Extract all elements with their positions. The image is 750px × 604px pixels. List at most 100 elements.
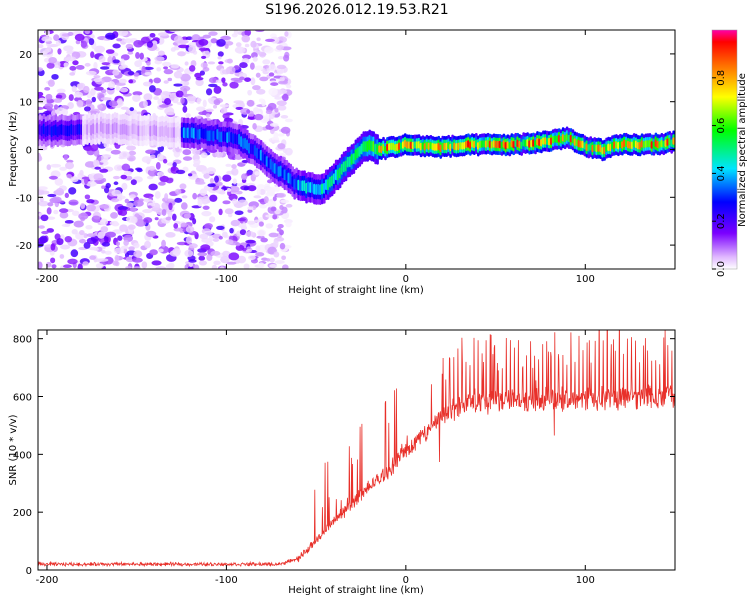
signal-cell xyxy=(54,124,58,136)
noise-blob xyxy=(282,264,289,269)
signal-cell xyxy=(474,139,478,148)
noise-blob xyxy=(97,104,103,111)
noise-blob xyxy=(283,54,290,62)
signal-cell xyxy=(419,143,423,151)
noise-blob xyxy=(244,77,252,82)
noise-blob xyxy=(277,143,286,150)
noise-blob xyxy=(135,218,147,227)
noise-blob xyxy=(241,159,249,163)
signal-cell xyxy=(240,136,243,147)
noise-blob xyxy=(132,91,143,96)
noise-blob xyxy=(71,85,77,93)
noise-blob xyxy=(259,76,269,82)
signal-cell xyxy=(198,128,202,140)
noise-blob xyxy=(90,51,95,59)
noise-blob xyxy=(158,181,166,186)
noise-blob xyxy=(181,195,188,199)
signal-cell xyxy=(555,135,559,143)
signal-cell xyxy=(336,169,340,181)
signal-cell xyxy=(425,141,429,150)
noise-blob xyxy=(250,77,256,86)
signal-cell xyxy=(522,139,525,147)
signal-cell xyxy=(561,134,565,142)
signal-cell xyxy=(664,139,668,147)
signal-cell xyxy=(326,179,330,191)
signal-cell xyxy=(190,127,194,138)
noise-blob xyxy=(84,30,91,35)
noise-blob xyxy=(225,67,230,75)
noise-blob xyxy=(207,61,216,65)
signal-cell xyxy=(92,123,95,135)
noise-blob xyxy=(185,236,193,244)
signal-cell xyxy=(214,129,218,140)
noise-blob xyxy=(165,263,173,269)
signal-cell xyxy=(94,124,97,135)
signal-cell xyxy=(354,149,358,161)
noise-blob xyxy=(192,218,197,225)
signal-cell xyxy=(403,140,407,148)
signal-cell xyxy=(394,143,397,152)
signal-cell xyxy=(182,127,186,139)
noise-blob xyxy=(83,176,89,185)
signal-cell xyxy=(131,123,135,135)
signal-cell xyxy=(346,156,350,168)
noise-blob xyxy=(228,252,240,261)
noise-blob xyxy=(153,96,159,101)
noise-blob xyxy=(94,45,106,54)
signal-cell xyxy=(378,145,381,153)
noise-blob xyxy=(68,94,74,101)
signal-cell xyxy=(222,131,225,142)
signal-cell xyxy=(84,123,87,135)
noise-blob xyxy=(228,185,240,193)
noise-blob xyxy=(73,220,84,228)
noise-blob xyxy=(208,31,218,36)
noise-blob xyxy=(246,109,251,114)
signal-cell xyxy=(585,143,589,151)
signal-cell xyxy=(638,142,642,150)
signal-cell xyxy=(115,122,119,134)
signal-cell xyxy=(307,181,310,193)
signal-cell xyxy=(129,125,133,137)
noise-blob xyxy=(65,162,75,170)
noise-blob xyxy=(175,169,186,174)
signal-cell xyxy=(476,142,480,150)
signal-cell xyxy=(125,124,129,136)
noise-blob xyxy=(146,175,154,180)
signal-cell xyxy=(186,127,190,139)
noise-blob xyxy=(120,106,129,110)
noise-blob xyxy=(202,66,210,72)
colorbar xyxy=(712,30,737,269)
signal-cell xyxy=(459,142,462,150)
signal-cell xyxy=(259,149,263,161)
signal-cell xyxy=(275,164,279,175)
noise-blob xyxy=(65,56,77,62)
snr-frame xyxy=(37,329,676,571)
signal-cell xyxy=(405,141,409,149)
signal-cell xyxy=(171,127,174,138)
noise-blob xyxy=(71,229,78,235)
signal-cell xyxy=(636,141,640,150)
noise-blob xyxy=(267,179,273,184)
noise-blob xyxy=(89,143,99,152)
noise-blob xyxy=(93,159,100,166)
colorbar-tick-label: 0.2 xyxy=(716,213,727,229)
signal-cell xyxy=(74,125,77,136)
noise-blob xyxy=(163,80,169,84)
noise-blob xyxy=(277,55,284,60)
snr-series-line xyxy=(38,330,675,568)
noise-blob xyxy=(276,89,288,94)
signal-cell xyxy=(159,126,162,138)
noise-blob xyxy=(148,183,158,191)
noise-blob xyxy=(101,177,107,183)
noise-blob xyxy=(209,194,218,202)
signal-cell xyxy=(498,140,502,149)
signal-cell xyxy=(512,140,516,149)
noise-blob xyxy=(219,266,225,269)
snr-ytick-label: 600 xyxy=(13,393,32,404)
noise-blob xyxy=(148,165,156,171)
signal-cell xyxy=(548,137,551,146)
signal-cell xyxy=(563,134,567,143)
noise-blob xyxy=(44,102,54,109)
noise-blob xyxy=(38,91,44,97)
signal-cell xyxy=(62,124,66,136)
